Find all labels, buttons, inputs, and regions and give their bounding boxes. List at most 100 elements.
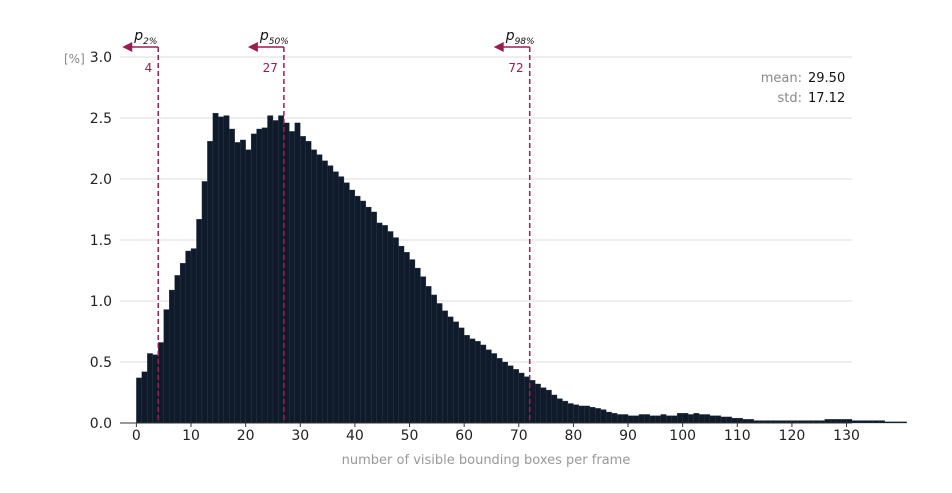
histogram-bar [655, 415, 661, 424]
percentile-label: p2% [133, 28, 157, 47]
histogram-bar [666, 415, 672, 424]
histogram-bar [294, 122, 301, 424]
histogram-bar [414, 267, 421, 424]
histogram-bar [606, 411, 612, 424]
histogram-bar [436, 303, 443, 424]
histogram-bar [573, 404, 580, 424]
histogram-bar [321, 160, 328, 424]
histogram-bar [851, 420, 858, 424]
histogram-bar [829, 419, 836, 424]
x-tick-label: 60 [455, 428, 473, 444]
x-tick-label: 20 [237, 428, 255, 444]
histogram-bar [491, 353, 498, 424]
histogram-bar [584, 405, 590, 424]
histogram-bar [720, 416, 727, 424]
percentile-value: 27 [263, 61, 278, 75]
histogram-bar [616, 414, 623, 424]
histogram-bar [463, 335, 470, 424]
percentile-subscript: 98% [515, 37, 535, 47]
histogram-bar [365, 206, 372, 424]
histogram-bar [409, 259, 416, 424]
histogram-bar [360, 200, 366, 424]
histogram-bar [261, 127, 268, 424]
histogram-bar [846, 419, 853, 424]
histogram-bars [136, 112, 907, 424]
percentile-label: p50% [259, 28, 289, 47]
histogram-bar [398, 245, 405, 424]
percentile-arrow-head [247, 42, 258, 52]
histogram-bar [223, 115, 230, 424]
percentile-subscript: 50% [269, 37, 289, 47]
histogram-bar [518, 372, 525, 424]
histogram-bar [704, 414, 711, 424]
percentile-label: p98% [505, 28, 535, 47]
histogram-bar [267, 115, 274, 424]
histogram-bar [332, 171, 339, 424]
histogram-bar [480, 344, 487, 424]
histogram-bar [371, 211, 377, 424]
histogram-bar [250, 133, 257, 424]
x-tick-label: 70 [510, 428, 528, 444]
histogram-bar [311, 149, 317, 424]
histogram-bar [185, 250, 192, 424]
stats-box: mean: 29.50 std: 17.12 [761, 71, 845, 106]
histogram-bar [425, 286, 432, 424]
histogram-bar [174, 275, 181, 424]
x-tick-label: 80 [564, 428, 582, 444]
y-tick-label: 2.5 [90, 111, 112, 127]
histogram-bar [458, 327, 465, 424]
histogram-bar [742, 419, 749, 424]
histogram-bar [158, 342, 164, 424]
stat-key: mean: [761, 71, 802, 86]
histogram-bar [540, 387, 547, 424]
histogram-bar [240, 139, 246, 424]
x-axis-title: number of visible bounding boxes per fra… [342, 453, 631, 468]
x-tick-label: 0 [132, 428, 141, 444]
histogram-bar [141, 371, 148, 424]
x-tick-label: 100 [669, 428, 696, 444]
percentile-arrow-head [122, 42, 133, 52]
histogram-bar [431, 294, 437, 424]
y-tick-label: 1.5 [90, 233, 112, 249]
histogram-bar [513, 369, 519, 424]
histogram-bar [840, 419, 847, 424]
histogram-bar [300, 136, 306, 424]
percentile-arrow-head [493, 42, 504, 52]
histogram-bar [562, 400, 569, 424]
histogram-bar [136, 377, 143, 424]
histogram-bar [578, 405, 585, 424]
histogram-bar [179, 263, 186, 424]
y-tick-label: 3.0 [90, 50, 112, 66]
x-tick-label: 90 [619, 428, 637, 444]
histogram-bar [595, 408, 601, 424]
histogram-bar [600, 409, 607, 424]
histogram-bar [305, 141, 312, 424]
histogram-bar [387, 231, 394, 424]
histogram-bar [660, 414, 667, 424]
histogram-bar [245, 149, 252, 424]
y-tick-label: 1.0 [90, 294, 112, 310]
histogram-bar [152, 354, 159, 424]
stat-key: std: [777, 91, 802, 106]
histogram-bar [715, 415, 722, 424]
histogram-bar [868, 420, 875, 424]
x-tick-label: 110 [724, 428, 751, 444]
histogram-bar [698, 414, 705, 424]
y-unit-label: [%] [64, 52, 85, 66]
histogram-bar [207, 141, 214, 424]
histogram-bar [545, 389, 552, 424]
histogram-bar [644, 414, 651, 424]
histogram-bar [212, 112, 219, 424]
histogram-bar [726, 416, 732, 424]
histogram-bar [196, 219, 203, 424]
histogram-bar [234, 142, 241, 424]
histogram-bar [316, 154, 323, 424]
y-tick-label: 0.5 [90, 355, 112, 371]
histogram-bar [824, 419, 831, 424]
x-tick-label: 130 [833, 428, 860, 444]
histogram-bar [474, 341, 481, 424]
histogram-bar [502, 361, 509, 424]
histogram-bar [567, 403, 574, 424]
histogram-bar [873, 420, 880, 424]
y-tick-label: 0.0 [90, 416, 112, 432]
